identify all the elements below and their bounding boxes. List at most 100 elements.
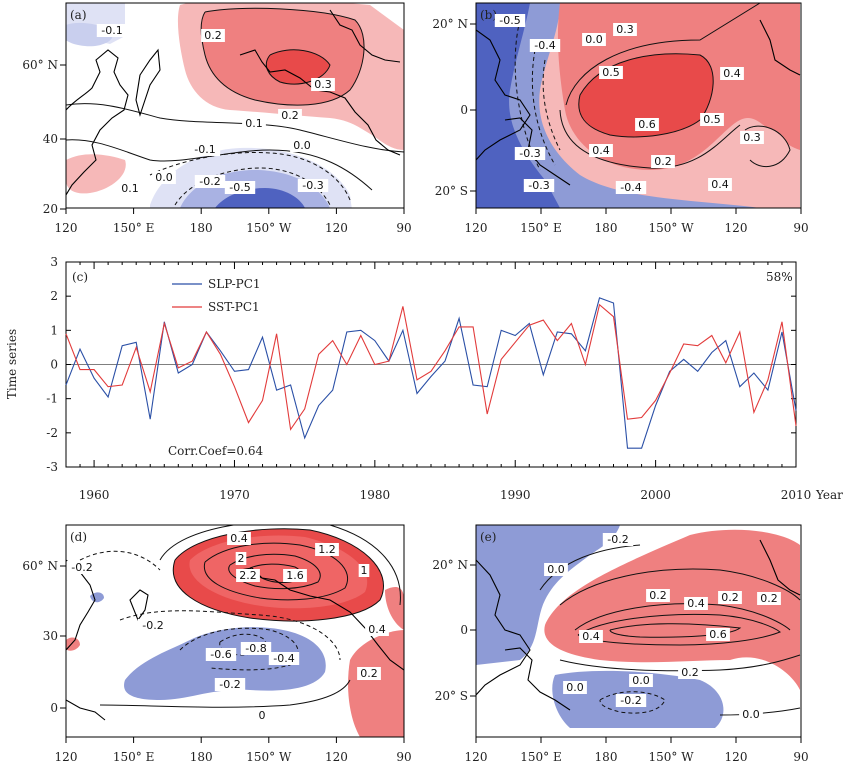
map-x-tick-label: 120: [725, 750, 748, 764]
panel-b-label: (b): [480, 8, 497, 22]
map-y-tick-label: 20° N: [432, 17, 468, 31]
contour-label-bg: [236, 569, 260, 582]
contour-label-bg: [579, 630, 603, 643]
map-x-tick-label: 180: [595, 750, 618, 764]
contour-label-bg: [635, 118, 659, 131]
x-tick-label: 2000: [640, 488, 671, 502]
contour-label-bg: [137, 619, 169, 632]
contour-label-bg: [708, 178, 732, 191]
contour-label-bg: [529, 39, 561, 52]
contour-label-bg: [194, 175, 226, 188]
contour-label-bg: [66, 561, 98, 574]
contour-label: 0.2: [360, 667, 378, 680]
map-x-tick-label: 150° E: [520, 221, 561, 235]
map-x-tick-label: 120: [465, 750, 488, 764]
x-axis-label: Year: [815, 488, 843, 502]
panel-a-label: (a): [70, 8, 87, 22]
fill-d-pos-se: [348, 630, 404, 737]
map-y-tick-label: 0: [50, 701, 58, 715]
contour-label: -0.5: [499, 14, 520, 27]
legend-label-sst: SST-PC1: [208, 300, 260, 314]
contour-label: -0.2: [219, 678, 240, 691]
contour-label: 0.0: [155, 171, 173, 184]
contour-label: 0.0: [566, 681, 584, 694]
map-x-tick-label: 150° W: [246, 221, 292, 235]
contour-label-bg: [720, 67, 744, 80]
map-x-tick-label: 120: [55, 750, 78, 764]
contour-label-bg: [700, 113, 724, 126]
contour-label: 0.3: [314, 78, 332, 91]
contour-label-bg: [278, 109, 302, 122]
contour-label: 0.4: [711, 178, 729, 191]
contour-label: 0.6: [638, 118, 656, 131]
y-tick-label: 2: [50, 289, 58, 303]
x-tick-label: 1970: [219, 488, 250, 502]
contour-label: 0: [259, 709, 266, 722]
contour-label-bg: [358, 564, 370, 577]
contour-label-bg: [615, 694, 647, 707]
contour-label: 0.0: [585, 33, 603, 46]
contour-label-bg: [740, 131, 764, 144]
map-x-tick-label: 90: [396, 750, 411, 764]
panel-a: [65, 2, 405, 209]
contour-label: 1: [361, 564, 368, 577]
y-tick-label: 1: [50, 323, 58, 337]
map-x-tick-label: 180: [190, 221, 213, 235]
contour-label: 0.0: [293, 139, 311, 152]
contour-label: -0.3: [519, 147, 540, 160]
map-x-tick-label: 150° E: [113, 221, 154, 235]
contour-label-bg: [678, 666, 702, 679]
fill-a-pos-strong: [266, 49, 330, 85]
contour-label-bg: [514, 147, 546, 160]
panel-d: [65, 524, 405, 738]
contour-label: 0.3: [616, 23, 634, 36]
series-line-slp-pc1: [65, 297, 797, 449]
contour-label: -0.3: [528, 179, 549, 192]
map-x-tick-label: 90: [396, 221, 411, 235]
contour-label: 0.2: [760, 592, 778, 605]
x-tick-label: 1980: [360, 488, 391, 502]
map-x-tick-label: 120: [725, 221, 748, 235]
map-x-tick-label: 90: [793, 750, 808, 764]
contour-label: 0.4: [592, 144, 610, 157]
y-tick-label: -1: [46, 392, 58, 406]
panel-c-label: (c): [72, 270, 88, 284]
contour-label: 0.6: [709, 628, 727, 641]
map-x-tick-label: 150° W: [246, 750, 292, 764]
contour-label-bg: [599, 66, 623, 79]
panel-b: [475, 2, 802, 209]
contour-label-bg: [214, 678, 246, 691]
fill-b-neg-mid: [476, 3, 760, 208]
contour-label-bg: [201, 29, 225, 42]
contour-label: 0.4: [368, 623, 386, 636]
contour-label: -0.3: [302, 179, 323, 192]
contour-label-bg: [242, 117, 266, 130]
contour-label: 0.4: [230, 532, 248, 545]
contour-label: 0.4: [582, 630, 600, 643]
contour-label: 0.2: [204, 29, 222, 42]
contour-label-bg: [152, 171, 176, 184]
x-tick-label: 2010: [781, 488, 812, 502]
map-x-tick-label: 150° E: [520, 750, 561, 764]
contour-label-bg: [118, 182, 142, 195]
y-tick-label: -2: [46, 426, 58, 440]
variance-text: 58%: [766, 270, 793, 284]
contour-label: -0.2: [71, 561, 92, 574]
correlation-text: Corr.Coef=0.64: [168, 444, 263, 458]
contour-label: 0.3: [743, 131, 761, 144]
contour-label-bg: [268, 652, 300, 665]
contour-label-bg: [563, 681, 587, 694]
panel-d-label: (d): [70, 530, 87, 544]
contour-label-bg: [757, 592, 781, 605]
contour-label: 2: [238, 552, 245, 565]
map-x-tick-label: 150° E: [113, 750, 154, 764]
contour-label: -0.2: [142, 619, 163, 632]
contour-label-bg: [297, 179, 329, 192]
contour-label: 0.0: [742, 708, 760, 721]
contour-label: 0.5: [703, 113, 721, 126]
map-y-tick-label: 20° N: [432, 558, 468, 572]
contour-label-bg: [602, 533, 634, 546]
contour-label: 0.2: [649, 589, 667, 602]
contour-label-bg: [311, 78, 335, 91]
